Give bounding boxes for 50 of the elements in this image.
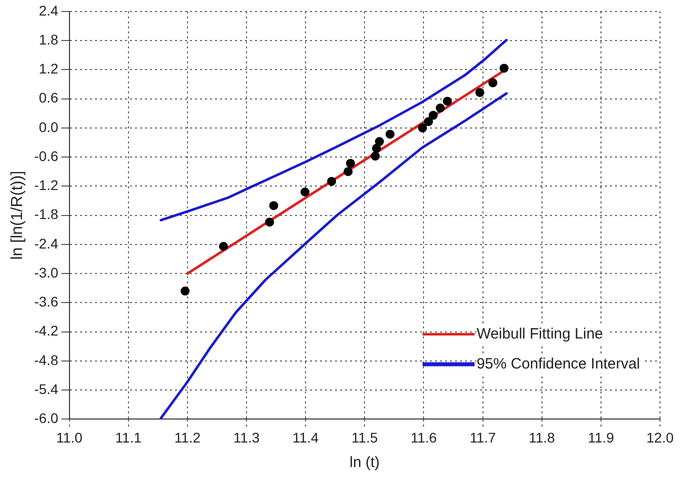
legend-label: Weibull Fitting Line [476, 325, 604, 342]
point [180, 286, 190, 296]
point [500, 64, 509, 73]
y-tick-label: -5.4 [34, 380, 59, 397]
point [475, 88, 484, 97]
point [418, 123, 428, 132]
x-axis-title: ln (t) [350, 454, 380, 472]
point [442, 96, 452, 106]
y-tick-label: 0.6 [38, 90, 59, 106]
x-tick-label: 11.5 [352, 429, 378, 446]
x-tick-label: 12.0 [646, 429, 674, 446]
legend-label: 95% Confidence Interval [476, 355, 640, 372]
x-tick-label: 11.8 [528, 429, 556, 446]
point [327, 176, 336, 186]
y-tick-label: 1.8 [38, 31, 59, 48]
y-tick-label: -2.4 [34, 235, 59, 252]
y-tick-label: -6.0 [34, 410, 59, 426]
point [370, 152, 380, 161]
point [344, 167, 353, 176]
point [424, 117, 433, 126]
y-tick-label: -1.2 [34, 177, 59, 194]
point [386, 130, 395, 139]
point [300, 187, 310, 196]
point [428, 110, 438, 120]
y-tick-label: -4.8 [34, 352, 59, 368]
x-tick-label: 11.3 [233, 429, 260, 446]
point [436, 104, 445, 113]
y-tick-label: -1.8 [34, 206, 59, 222]
x-tick-label: 11.7 [470, 429, 496, 446]
point [372, 144, 381, 153]
y-tick-label: 2.4 [38, 2, 59, 18]
x-tick-label: 11.4 [292, 429, 319, 446]
point [374, 137, 384, 146]
y-tick-label: -3.6 [34, 294, 59, 310]
x-tick-label: 11.6 [410, 429, 438, 446]
x-tick-label: 11.9 [588, 429, 614, 446]
y-tick-label: -3.0 [34, 264, 59, 280]
x-tick-label: 11.2 [174, 429, 201, 446]
point [346, 158, 355, 168]
y-tick-label: -4.2 [34, 322, 59, 339]
point [488, 78, 498, 88]
point [269, 201, 278, 210]
y-tick-label: 0.0 [38, 118, 59, 135]
x-tick-label: 11.0 [56, 429, 83, 446]
point [218, 242, 228, 251]
y-tick-label: 1.2 [38, 60, 59, 77]
x-tick-label: 11.1 [115, 429, 142, 446]
y-tick-label: -0.6 [34, 148, 59, 164]
point [265, 218, 274, 227]
y-axis-title: ln [ln(1/R(t))] [9, 170, 26, 260]
